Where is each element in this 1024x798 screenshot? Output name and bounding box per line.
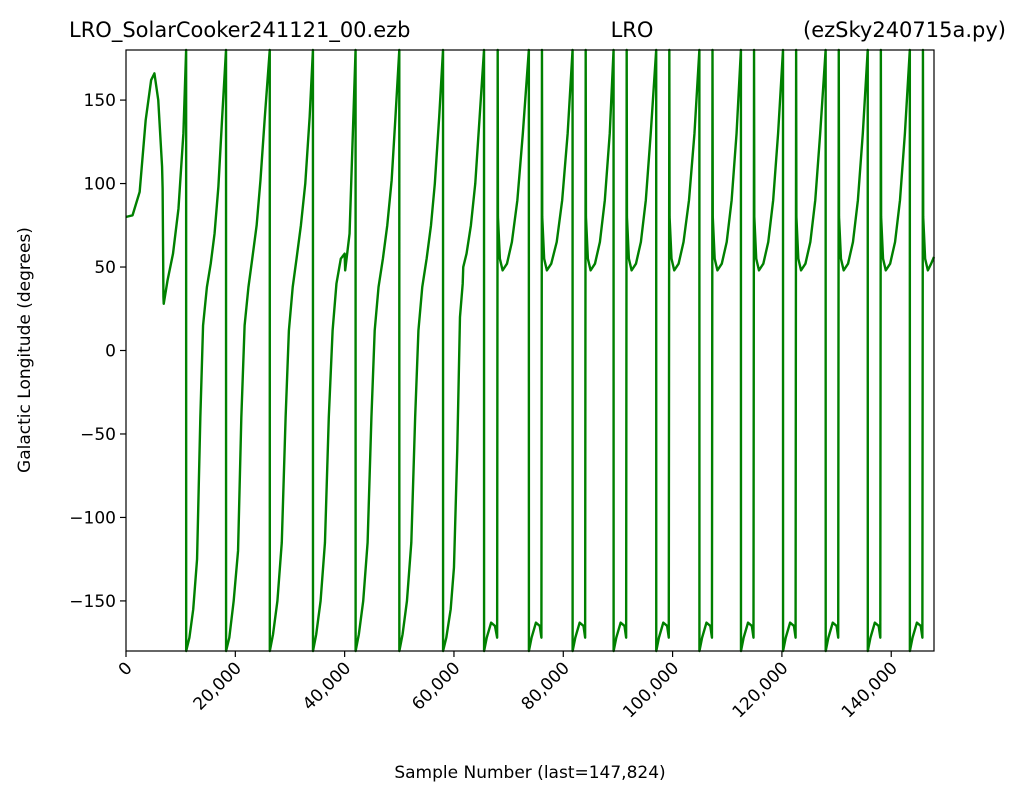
chart-title-right: (ezSky240715a.py) [803, 18, 1006, 42]
x-axis-label: Sample Number (last=147,824) [394, 763, 665, 783]
x-tick-label: 100,000 [619, 658, 683, 722]
y-tick-label: −150 [69, 592, 116, 612]
plot-area [125, 48, 936, 653]
x-tick-label: 20,000 [190, 658, 246, 714]
chart-title-left: LRO_SolarCooker241121_00.ezb [69, 18, 411, 43]
x-tick-label: 40,000 [299, 658, 355, 714]
x-tick-label: 80,000 [518, 658, 574, 714]
y-axis-label: Galactic Longitude (degrees) [15, 227, 35, 473]
x-tick-label: 60,000 [408, 658, 464, 714]
x-axis: 0 20,000 40,000 60,000 80,000 100,000 120,000 1… [115, 651, 902, 722]
y-tick-label: −50 [80, 425, 116, 445]
chart-title-center: LRO [611, 18, 654, 42]
y-tick-label: 0 [105, 342, 116, 362]
y-tick-label: 50 [94, 258, 116, 278]
x-tick-label: 120,000 [729, 658, 793, 722]
x-tick-label: 140,000 [838, 658, 902, 722]
series-line-0 [125, 48, 936, 653]
y-tick-label: 100 [84, 175, 116, 195]
y-tick-label: 150 [84, 91, 116, 111]
x-tick-label: 0 [115, 658, 137, 680]
y-axis: 150 100 50 0 −50 −100 −150 [69, 91, 126, 612]
y-tick-label: −100 [69, 508, 116, 528]
